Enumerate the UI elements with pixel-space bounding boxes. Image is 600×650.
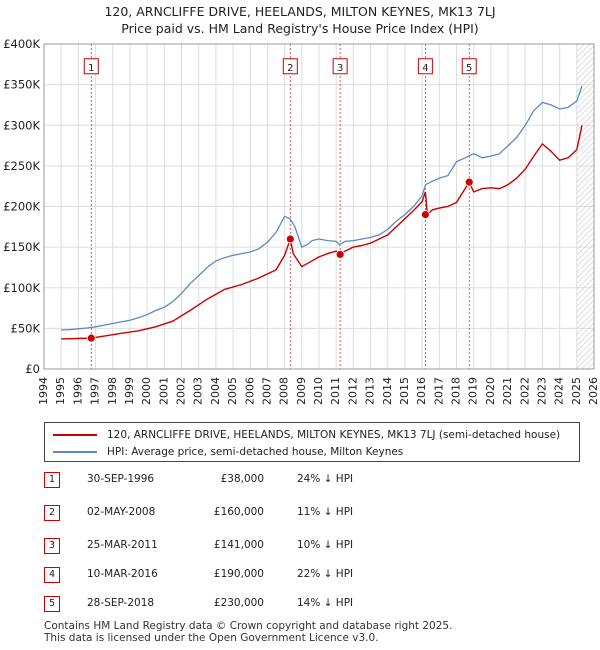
sale-price: £141,000: [213, 539, 264, 551]
x-tick-label: 2017: [432, 377, 445, 405]
sale-marker-label: 1: [88, 63, 94, 74]
x-tick-label: 2000: [140, 377, 153, 405]
y-tick-label: £400K: [3, 37, 40, 51]
footer: Contains HM Land Registry data © Crown c…: [44, 620, 452, 644]
x-tick-label: 1994: [37, 377, 50, 405]
sale-marker-badge: 3: [44, 538, 60, 554]
sale-marker-label: 5: [466, 63, 472, 74]
x-tick-label: 2026: [587, 377, 600, 405]
table-row: 3 25-MAR-2011 £141,000 10% ↓ HPI: [44, 538, 444, 554]
sale-date: 30-SEP-1996: [87, 473, 155, 485]
sale-date: 28-SEP-2018: [87, 597, 155, 609]
legend-item-hpi: HPI: Average price, semi-detached house,…: [53, 444, 403, 460]
x-tick-label: 2023: [535, 377, 548, 405]
x-tick-label: 2014: [381, 377, 394, 405]
x-tick-label: 2009: [295, 377, 308, 405]
x-tick-label: 1998: [106, 377, 119, 405]
sale-price: £38,000: [220, 473, 264, 485]
legend-label-hpi: HPI: Average price, semi-detached house,…: [107, 446, 404, 458]
x-tick-label: 2022: [518, 377, 531, 405]
y-tick-label: £250K: [3, 159, 40, 173]
sale-price: £160,000: [213, 506, 264, 518]
y-tick-label: £300K: [3, 118, 40, 132]
sale-marker-label: 2: [287, 63, 293, 74]
sale-point: [420, 210, 430, 220]
sale-marker-badge: 2: [44, 505, 60, 521]
sale-marker-box: [83, 58, 99, 75]
sale-marker-box: [461, 58, 477, 75]
price-chart: 1 2 3 4 5 £0 £50K £100K £150K £200K £250K £300K £35…: [3, 37, 600, 405]
x-tick-label: 2001: [157, 377, 170, 405]
x-tick-label: 2020: [484, 377, 497, 405]
sale-marker-box: [332, 58, 348, 75]
sale-hpi-diff: 14% ↓ HPI: [297, 597, 354, 609]
x-tick-label: 2016: [415, 377, 428, 405]
footer-licence: This data is licensed under the Open Gov…: [44, 632, 379, 644]
sale-marker-label: 4: [422, 63, 428, 74]
sale-marker-badge: 5: [44, 596, 60, 612]
sale-hpi-diff: 11% ↓ HPI: [297, 506, 354, 518]
x-tick-label: 2007: [260, 377, 273, 405]
sale-point: [86, 333, 96, 343]
table-row: 2 02-MAY-2008 £160,000 11% ↓ HPI: [44, 505, 444, 521]
sale-marker-badge: 4: [44, 567, 60, 583]
x-tick-label: 2004: [209, 377, 222, 405]
x-tick-label: 2005: [226, 377, 239, 405]
x-tick-label: 2025: [570, 377, 583, 405]
sale-price: £230,000: [213, 597, 264, 609]
footer-copyright: Contains HM Land Registry data © Crown c…: [44, 620, 453, 632]
sale-point: [335, 250, 345, 259]
sale-date: 25-MAR-2011: [87, 539, 158, 551]
sale-point: [464, 177, 474, 187]
future-hatch-area: [576, 44, 594, 369]
x-tick-label: 2011: [329, 377, 342, 405]
legend-swatch-hpi: [53, 451, 97, 453]
sale-marker-label: 3: [337, 63, 343, 74]
table-row: 4 10-MAR-2016 £190,000 22% ↓ HPI: [44, 567, 444, 583]
legend-item-property: 120, ARNCLIFFE DRIVE, HEELANDS, MILTON K…: [53, 427, 560, 443]
sale-point: [285, 234, 295, 244]
x-tick-label: 2024: [553, 377, 566, 405]
table-row: 1 30-SEP-1996 £38,000 24% ↓ HPI: [44, 472, 444, 488]
series-line-property: [61, 125, 583, 340]
x-tick-label: 1996: [71, 377, 84, 405]
legend-swatch-property: [53, 434, 97, 436]
sale-marker-box: [417, 58, 433, 75]
x-tick-label: 2002: [175, 377, 188, 405]
sale-hpi-diff: 24% ↓ HPI: [297, 473, 354, 485]
x-tick-label: 2006: [243, 377, 256, 405]
x-tick-label: 2013: [364, 377, 377, 405]
table-row: 5 28-SEP-2018 £230,000 14% ↓ HPI: [44, 596, 444, 612]
legend-label-property: 120, ARNCLIFFE DRIVE, HEELANDS, MILTON K…: [107, 429, 561, 441]
sale-price: £190,000: [213, 568, 264, 580]
plot-frame: [43, 43, 595, 370]
sale-date: 02-MAY-2008: [87, 506, 156, 518]
series-line-hpi: [61, 86, 583, 331]
sale-hpi-diff: 22% ↓ HPI: [297, 568, 354, 580]
y-tick-label: £200K: [3, 200, 40, 214]
chart-subtitle: Price paid vs. HM Land Registry's House …: [121, 21, 479, 36]
x-tick-label: 1995: [54, 377, 67, 405]
sale-marker-box: [282, 58, 298, 75]
x-tick-label: 2015: [398, 377, 411, 405]
x-tick-label: 1999: [123, 377, 136, 405]
x-tick-label: 2008: [278, 377, 291, 405]
sale-marker-badge: 1: [44, 472, 60, 488]
x-tick-label: 1997: [89, 377, 102, 405]
y-tick-label: £150K: [3, 240, 40, 254]
legend: 120, ARNCLIFFE DRIVE, HEELANDS, MILTON K…: [44, 422, 580, 462]
x-tick-label: 2019: [467, 377, 480, 405]
sale-date: 10-MAR-2016: [87, 568, 158, 580]
sale-hpi-diff: 10% ↓ HPI: [297, 539, 354, 551]
x-tick-label: 2010: [312, 377, 325, 405]
x-tick-label: 2018: [450, 377, 463, 405]
y-tick-label: £50K: [11, 321, 41, 335]
x-tick-label: 2021: [501, 377, 514, 405]
x-tick-label: 2003: [192, 377, 205, 405]
x-tick-label: 2012: [346, 377, 359, 405]
y-tick-label: £100K: [3, 281, 40, 295]
y-tick-label: £350K: [3, 78, 40, 92]
chart-title: 120, ARNCLIFFE DRIVE, HEELANDS, MILTON K…: [104, 4, 496, 19]
y-tick-label: £0: [25, 362, 40, 376]
